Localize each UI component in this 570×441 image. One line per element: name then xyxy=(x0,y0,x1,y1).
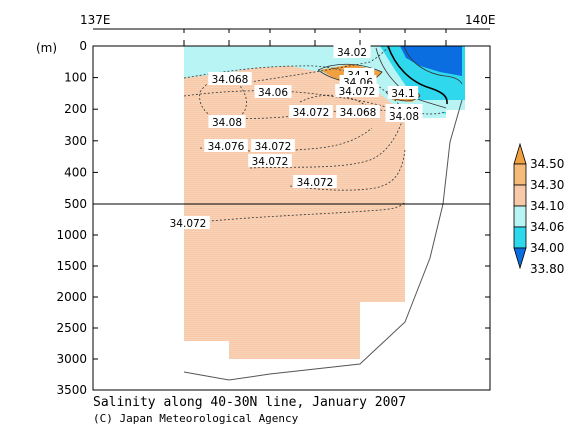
depth-tick-label: 400 xyxy=(64,165,87,179)
contour-line xyxy=(403,45,463,85)
contour-line xyxy=(229,110,381,119)
contour-label: 34.068 xyxy=(336,105,380,119)
contour-label-layer: 34.0234.06834.134.0634.0634.07234.134.08… xyxy=(166,45,423,230)
colorbar-swatch xyxy=(513,247,527,270)
svg-text:34.072: 34.072 xyxy=(297,177,334,189)
topography-line xyxy=(183,99,463,381)
svg-text:34.1: 34.1 xyxy=(391,88,414,100)
colorbar-level-label: 34.10 xyxy=(530,199,564,213)
depth-tick-label: 100 xyxy=(64,71,87,85)
colorbar-swatch xyxy=(513,226,527,249)
contour-label: 34.076 xyxy=(204,139,248,153)
contour-label: 34.1 xyxy=(387,86,419,100)
depth-tick-label: 3000 xyxy=(56,352,87,366)
svg-text:34.072: 34.072 xyxy=(339,86,376,98)
contour-label: 34.072 xyxy=(293,175,337,189)
svg-text:34.072: 34.072 xyxy=(293,107,330,119)
colorbar-level-label: 34.00 xyxy=(530,241,564,255)
svg-text:34.072: 34.072 xyxy=(170,218,207,230)
colorbar-level-label: 34.30 xyxy=(530,178,564,192)
station-ticks xyxy=(183,40,447,46)
lowest-salinity-core xyxy=(400,46,462,76)
near-shore-fill xyxy=(420,100,446,112)
contour-label: 34.08 xyxy=(385,109,423,123)
svg-text:34.068: 34.068 xyxy=(340,107,377,119)
depth-tick-label: 2000 xyxy=(56,290,87,304)
depth-tick-label: 0 xyxy=(79,39,87,53)
depth-tick-label: 200 xyxy=(64,102,87,116)
svg-text:34.068: 34.068 xyxy=(212,74,249,86)
depth-tick-label: 1000 xyxy=(56,228,87,242)
contour-label: 34.072 xyxy=(166,216,210,230)
contour-line xyxy=(375,47,447,109)
contour-label: 34.068 xyxy=(208,72,252,86)
plot-frame xyxy=(92,45,491,391)
depth-tick-label: 300 xyxy=(64,134,87,148)
contour-label: 34.02 xyxy=(333,45,371,59)
contour-line xyxy=(199,201,406,223)
longitude-tick-label: 137E xyxy=(80,13,111,27)
svg-text:34.076: 34.076 xyxy=(208,141,245,153)
depth-tick-label: 3500 xyxy=(56,383,87,397)
contour-line xyxy=(387,45,448,105)
svg-text:34.08: 34.08 xyxy=(389,111,419,123)
colorbar-swatch xyxy=(513,184,527,207)
longitude-tick-label: 140E xyxy=(465,13,496,27)
contour-label: 34.072 xyxy=(248,154,292,168)
contour-label: 34.072 xyxy=(335,84,379,98)
colorbar-swatch xyxy=(513,205,527,228)
colorbar-level-label: 34.50 xyxy=(530,157,564,171)
colorbar-legend: 34.50 34.30 34.10 34.06 34.00 33.80 xyxy=(513,142,564,276)
contour-line xyxy=(317,63,383,83)
colorbar-swatch xyxy=(513,142,527,165)
depth-tick-label: 500 xyxy=(64,197,87,211)
depth-tick-label: 2500 xyxy=(56,321,87,335)
chart-title: Salinity along 40-30N line, January 2007 xyxy=(93,395,407,410)
svg-text:34.08: 34.08 xyxy=(212,117,242,129)
longitude-axis: 137E 140E xyxy=(80,13,496,33)
depth-axis: 0 100 200 300 400 500 1000 1500 2000 2500 3000 3500 xyxy=(56,39,490,397)
contour-label: 34.072 xyxy=(251,139,295,153)
salinity-field xyxy=(184,46,465,359)
svg-text:34.06: 34.06 xyxy=(258,87,288,99)
svg-text:34.02: 34.02 xyxy=(337,47,367,59)
depth-tick-label: 1500 xyxy=(56,259,87,273)
contour-label: 34.08 xyxy=(208,115,246,129)
chart-credit: (C) Japan Meteorological Agency xyxy=(93,412,299,425)
contour-label: 34.072 xyxy=(289,105,333,119)
colorbar-swatch xyxy=(513,163,527,186)
depth-unit-label: (m) xyxy=(36,41,57,55)
svg-text:34.072: 34.072 xyxy=(252,156,289,168)
contour-line xyxy=(289,149,406,191)
contour-label: 34.06 xyxy=(254,85,292,99)
colorbar-level-label: 33.80 xyxy=(530,262,564,276)
contour-line xyxy=(249,111,406,169)
colorbar-level-label: 34.06 xyxy=(530,220,564,234)
svg-text:34.072: 34.072 xyxy=(255,141,292,153)
